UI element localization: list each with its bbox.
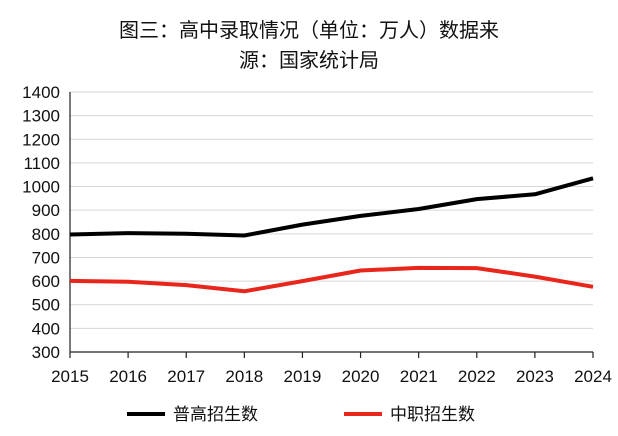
y-tick-label: 400 [32, 319, 60, 338]
series-line-1 [69, 265, 594, 294]
x-tick-label: 2016 [109, 367, 147, 386]
gridlines [70, 91, 593, 329]
y-tick-label: 800 [32, 225, 60, 244]
y-tick-label: 1400 [22, 83, 60, 102]
y-tick-label: 1000 [22, 178, 60, 197]
x-tick-label: 2020 [342, 367, 380, 386]
y-tick-label: 500 [32, 296, 60, 315]
y-tick-label: 1100 [23, 154, 60, 173]
x-tick-label: 2023 [516, 367, 554, 386]
y-tick-label: 1200 [22, 130, 60, 149]
chart-title-line-2: 源：国家统计局 [239, 48, 379, 72]
x-tick-label: 2024 [574, 367, 612, 386]
x-tick-label: 2022 [458, 367, 496, 386]
y-tick-label: 700 [32, 248, 60, 267]
y-tick-label: 1300 [22, 107, 60, 126]
x-tick-label: 2019 [284, 367, 322, 386]
legend: 普高招生数 中职招生数 [127, 405, 475, 425]
x-tick-label: 2018 [225, 367, 263, 386]
series-lines [69, 176, 594, 294]
y-tick-label: 300 [32, 343, 60, 362]
series-line-0 [69, 176, 594, 238]
y-tick-label: 900 [32, 201, 60, 220]
y-tick-label: 600 [32, 272, 60, 291]
x-tick-label: 2021 [400, 367, 438, 386]
chart-title-line-1: 图三：高中录取情况（单位：万人）数据来 [119, 18, 499, 42]
axes: 300 400 500 600 700 800 900 1000 1100 1200 1300 140… [22, 83, 612, 386]
x-tick-label: 2017 [167, 367, 205, 386]
legend-label: 中职招生数 [390, 405, 475, 425]
x-tick-label: 2015 [51, 367, 89, 386]
legend-label: 普高招生数 [173, 405, 258, 425]
